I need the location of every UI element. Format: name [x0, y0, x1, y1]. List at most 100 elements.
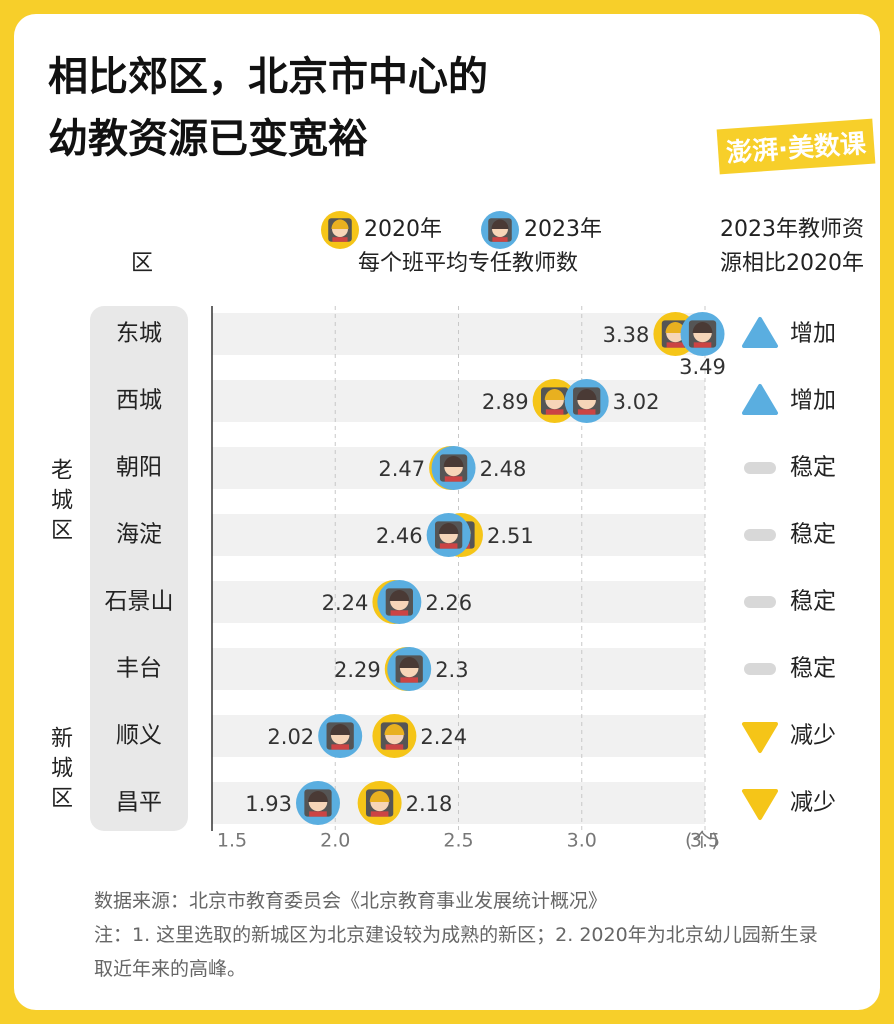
note: 注：1. 这里选取的新城区为北京建设较为成熟的新区；2. 2020年为北京幼儿园… [94, 924, 818, 980]
value-label: 3.02 [613, 390, 660, 414]
emoji-body [400, 677, 418, 683]
x-tick-label: 2.5 [443, 830, 473, 852]
emoji-body [332, 237, 348, 242]
dot [564, 379, 609, 423]
footer: 数据来源：北京市教育委员会《北京教育事业发展统计概况》 注：1. 这里选取的新城… [94, 884, 834, 986]
x-tick-label: 3.0 [567, 830, 597, 852]
emoji-hair [389, 590, 410, 601]
value-header: 每个班平均专任教师数 [358, 251, 578, 276]
dot [680, 312, 725, 356]
group-char: 区 [51, 519, 73, 544]
emoji-body [439, 543, 458, 549]
legend-label: 2023年 [524, 217, 602, 242]
emoji-hair [384, 724, 405, 735]
group-char: 新 [51, 727, 73, 752]
trend-icon [742, 384, 778, 415]
legend-icon [481, 211, 519, 249]
trend-label: 稳定 [790, 589, 836, 615]
group-char: 城 [51, 757, 73, 782]
value-label: 2.24 [322, 591, 369, 615]
emoji-hair [438, 523, 459, 534]
value-label: 2.26 [425, 591, 472, 615]
emoji-body [385, 744, 404, 750]
trend-icon [744, 663, 776, 675]
title-line: 幼教资源已变宽裕 [48, 116, 368, 162]
emoji-body [693, 342, 712, 348]
trend-header: 源相比2020年 [720, 251, 864, 276]
trend-icon [742, 789, 778, 820]
group-char: 城 [51, 489, 73, 514]
emoji-body [666, 342, 685, 348]
category-label: 海淀 [116, 522, 162, 548]
group-char: 老 [51, 459, 73, 484]
trend-label: 稳定 [790, 455, 836, 481]
dot [372, 714, 417, 758]
emoji-body [444, 476, 463, 482]
category-label: 西城 [116, 388, 162, 414]
trend-header: 2023年教师资 [720, 217, 864, 242]
trend-label: 增加 [790, 321, 836, 347]
category-label: 朝阳 [116, 455, 162, 481]
value-label: 2.18 [406, 792, 453, 816]
dot [431, 446, 476, 490]
value-label: 2.51 [487, 524, 534, 548]
group-label: 新城区 [51, 727, 73, 812]
trend-label: 增加 [790, 388, 836, 414]
emoji-body [492, 237, 508, 242]
x-tick-label: 1.5 [217, 830, 247, 852]
emoji-hair [308, 791, 328, 802]
dot [377, 580, 422, 624]
x-unit: (个) [685, 830, 719, 852]
value-label: 2.02 [267, 725, 314, 749]
emoji-hair [331, 219, 349, 229]
category-column [90, 306, 188, 831]
emoji-body [370, 811, 389, 817]
emoji-body [577, 409, 596, 415]
trend-icon [744, 596, 776, 608]
value-label: 2.47 [378, 457, 425, 481]
emoji-hair [665, 322, 686, 333]
value-label: 2.24 [420, 725, 467, 749]
value-label: 2.89 [482, 390, 529, 414]
emoji-body [331, 744, 349, 750]
value-label: 1.93 [245, 792, 292, 816]
category-label: 昌平 [116, 790, 162, 816]
value-label: 2.3 [435, 658, 468, 682]
emoji-hair [576, 389, 597, 400]
value-label: 2.29 [334, 658, 381, 682]
title-line: 相比郊区，北京市中心的 [48, 54, 488, 100]
trend-label: 减少 [790, 790, 836, 816]
title: 相比郊区，北京市中心的 幼教资源已变宽裕 [48, 46, 688, 170]
emoji-hair [544, 389, 565, 400]
group-label: 老城区 [51, 459, 73, 544]
emoji-hair [692, 322, 713, 333]
dot [318, 714, 363, 758]
dot [295, 781, 340, 825]
emoji-hair [369, 791, 390, 802]
trend-icon [744, 529, 776, 541]
dot [357, 781, 402, 825]
category-label: 丰台 [116, 656, 162, 682]
emoji-hair [443, 456, 464, 467]
category-label: 石景山 [105, 589, 174, 615]
dot [387, 647, 432, 691]
emoji-hair [491, 219, 509, 229]
trend-label: 减少 [790, 723, 836, 749]
emoji-body [545, 409, 564, 415]
value-label: 3.38 [603, 323, 650, 347]
emoji-hair [399, 657, 420, 668]
dot [426, 513, 471, 557]
group-char: 区 [51, 787, 73, 812]
source: 数据来源：北京市教育委员会《北京教育事业发展统计概况》 [94, 890, 608, 912]
category-label: 顺义 [116, 723, 162, 749]
dot [532, 379, 577, 423]
legend-icon [321, 211, 359, 249]
value-label: 2.48 [480, 457, 527, 481]
emoji-body [390, 610, 409, 616]
value-label: 3.49 [679, 355, 726, 379]
trend-label: 稳定 [790, 656, 836, 682]
trend-icon [742, 722, 778, 753]
trend-icon [744, 462, 776, 474]
